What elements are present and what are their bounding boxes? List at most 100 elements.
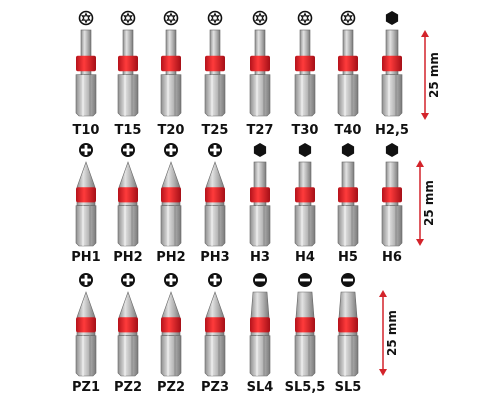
icon-bar	[169, 145, 173, 155]
red-band	[250, 317, 270, 333]
hex-shank	[160, 74, 182, 117]
hex-shank	[249, 205, 271, 247]
red-band	[250, 187, 270, 203]
red-band	[161, 317, 181, 333]
torx-star	[210, 12, 220, 24]
torx-icon	[297, 10, 313, 26]
red-band	[295, 187, 315, 203]
red-band	[295, 55, 315, 72]
dimension-label: 25 mm	[422, 180, 436, 226]
hex-shank	[75, 74, 97, 117]
bit	[249, 161, 271, 247]
torx-icon	[120, 10, 136, 26]
bit	[249, 29, 271, 117]
bit-label: PZ2	[114, 380, 142, 395]
icon-bar	[126, 275, 130, 285]
bit	[160, 161, 182, 247]
icon-bar	[84, 275, 88, 285]
hex-shank	[249, 74, 271, 117]
icon-bar	[300, 278, 310, 282]
bit-label: T10	[73, 123, 100, 138]
bit-label: PH1	[71, 250, 100, 265]
bit	[160, 29, 182, 117]
bit	[160, 291, 182, 377]
torx-star	[123, 12, 133, 24]
red-band	[382, 55, 402, 72]
bit	[117, 291, 139, 377]
bit-label: H4	[295, 250, 315, 265]
hex-shank	[204, 74, 226, 117]
bit-label: PH2	[156, 250, 185, 265]
red-band	[118, 55, 138, 72]
red-band	[250, 55, 270, 72]
red-band	[205, 187, 225, 203]
bit	[337, 29, 359, 117]
bit-label: T25	[202, 123, 229, 138]
arrow-head	[416, 160, 424, 167]
bit	[75, 29, 97, 117]
hex-shank	[294, 74, 316, 117]
hex-shank	[204, 335, 226, 377]
hex-shank	[160, 205, 182, 247]
hex-shank	[117, 74, 139, 117]
red-band	[161, 55, 181, 72]
hex-icon	[298, 143, 312, 157]
bit-label: H3	[250, 250, 270, 265]
icon-bar	[255, 278, 265, 282]
torx-star	[343, 12, 353, 24]
bit	[294, 291, 316, 377]
bit	[204, 291, 226, 377]
bit	[204, 29, 226, 117]
red-band	[76, 55, 96, 72]
torx-icon	[163, 10, 179, 26]
red-band	[382, 187, 402, 203]
bit-label: PZ1	[72, 380, 100, 395]
bit	[117, 29, 139, 117]
torx-star	[81, 12, 91, 24]
red-band	[118, 187, 138, 203]
icon-bar	[213, 275, 217, 285]
torx-icon	[340, 10, 356, 26]
dimension-label: 25 mm	[427, 52, 441, 98]
arrow-head	[416, 239, 424, 246]
bit	[337, 291, 359, 377]
bit	[75, 291, 97, 377]
torx-star	[300, 12, 310, 24]
hex-shank	[75, 205, 97, 247]
red-band	[161, 187, 181, 203]
hex-shank	[337, 74, 359, 117]
red-band	[205, 317, 225, 333]
hex-shank	[75, 335, 97, 377]
arrow-head	[379, 369, 387, 376]
hex-shank	[381, 74, 403, 117]
red-band	[338, 187, 358, 203]
bit-label: SL5	[335, 380, 362, 395]
arrow-head	[379, 290, 387, 297]
red-band	[338, 55, 358, 72]
torx-star	[255, 12, 265, 24]
arrow-head	[421, 113, 429, 120]
hex-shank	[381, 205, 403, 247]
dimension-label: 25 mm	[385, 310, 399, 356]
bit-label: PH3	[200, 250, 229, 265]
hex-shank	[249, 335, 271, 377]
icon-bar	[343, 278, 353, 282]
bit-label: H2,5	[375, 123, 409, 138]
bit	[294, 29, 316, 117]
bit-label: T20	[158, 123, 185, 138]
hex-shank	[337, 335, 359, 377]
icon-bar	[84, 145, 88, 155]
red-band	[76, 317, 96, 333]
bit	[75, 161, 97, 247]
hex-shank	[337, 205, 359, 247]
bit-label: SL4	[247, 380, 274, 395]
bit-label: PZ3	[201, 380, 229, 395]
red-band	[295, 317, 315, 333]
bit-label: T40	[335, 123, 362, 138]
red-band	[76, 187, 96, 203]
bit	[117, 161, 139, 247]
bit	[249, 291, 271, 377]
red-band	[205, 55, 225, 72]
hex-icon	[385, 143, 399, 157]
hex-icon	[385, 11, 399, 25]
